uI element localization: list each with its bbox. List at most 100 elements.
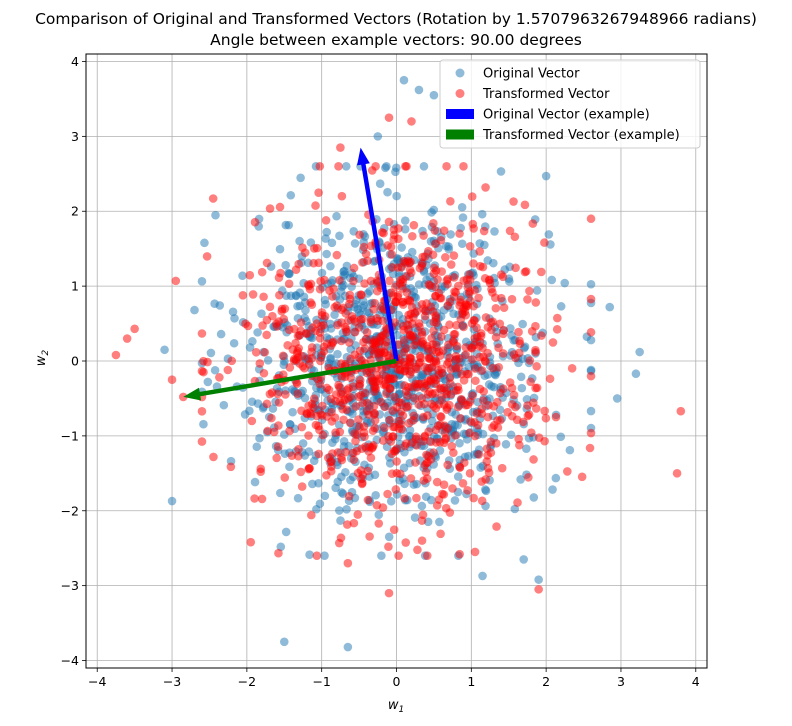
transformed-vector-point bbox=[343, 520, 352, 529]
transformed-vector-point bbox=[586, 294, 596, 304]
transformed-vector-point bbox=[403, 391, 412, 400]
original-vector-point bbox=[475, 239, 485, 248]
original-vector-point bbox=[288, 407, 297, 417]
transformed-vector-point bbox=[434, 421, 443, 431]
original-vector-point bbox=[279, 637, 289, 647]
y-tick-label: 3 bbox=[71, 129, 79, 144]
transformed-vector-point bbox=[529, 455, 538, 464]
original-vector-point bbox=[238, 271, 247, 281]
transformed-vector-point bbox=[497, 463, 507, 473]
transformed-vector-point bbox=[548, 338, 558, 347]
transformed-vector-point bbox=[321, 216, 331, 225]
transformed-vector-point bbox=[431, 291, 440, 301]
transformed-vector-point bbox=[360, 279, 369, 288]
original-vector-point bbox=[215, 301, 225, 310]
transformed-vector-point bbox=[432, 358, 441, 368]
original-vector-point bbox=[435, 517, 444, 527]
transformed-vector-point bbox=[540, 436, 549, 446]
transformed-vector-point bbox=[439, 325, 449, 335]
original-vector-point bbox=[321, 300, 330, 309]
transformed-vector-point bbox=[458, 306, 467, 316]
original-vector-point bbox=[586, 406, 596, 416]
transformed-vector-point bbox=[432, 438, 441, 447]
transformed-vector-point bbox=[275, 202, 285, 212]
transformed-vector-point bbox=[327, 407, 336, 417]
original-vector-point bbox=[284, 269, 294, 279]
transformed-vector-point bbox=[357, 444, 367, 454]
original-vector-point bbox=[377, 551, 386, 560]
legend-box bbox=[439, 59, 701, 149]
transformed-vector-point bbox=[357, 356, 366, 365]
transformed-vector-point bbox=[391, 485, 401, 494]
original-vector-point bbox=[416, 371, 425, 381]
transformed-vector-point bbox=[510, 232, 520, 242]
transformed-vector-point bbox=[355, 379, 365, 389]
transformed-vector-point bbox=[421, 467, 431, 477]
transformed-vector-point bbox=[446, 260, 456, 269]
original-vector-point bbox=[199, 419, 208, 429]
transformed-vector-point bbox=[445, 400, 454, 410]
transformed-vector-point bbox=[528, 219, 538, 228]
transformed-vector-point bbox=[398, 411, 408, 420]
transformed-vector-point bbox=[520, 267, 530, 277]
transformed-vector-point bbox=[307, 510, 316, 520]
transformed-vector-point bbox=[586, 214, 596, 224]
transformed-vector-point bbox=[389, 230, 399, 240]
transformed-vector-point bbox=[297, 482, 307, 491]
transformed-vector-point bbox=[314, 449, 324, 459]
transformed-vector-point bbox=[467, 343, 476, 353]
original-vector-point bbox=[335, 231, 344, 241]
transformed-vector-point bbox=[485, 275, 494, 284]
transformed-vector-point bbox=[317, 311, 327, 320]
transformed-vector-point bbox=[309, 244, 319, 253]
transformed-vector-point bbox=[438, 346, 448, 355]
transformed-vector-point bbox=[111, 350, 121, 360]
transformed-vector-point bbox=[376, 397, 386, 407]
original-vector-point bbox=[160, 345, 169, 355]
transformed-vector-point bbox=[278, 351, 288, 361]
transformed-vector-point bbox=[294, 445, 303, 454]
transformed-vector-point bbox=[245, 270, 255, 280]
transformed-vector-point bbox=[197, 437, 207, 446]
transformed-vector-point bbox=[371, 162, 380, 171]
transformed-vector-point bbox=[317, 411, 327, 420]
transformed-vector-point bbox=[434, 365, 443, 375]
transformed-vector-point bbox=[368, 426, 378, 436]
original-vector-point bbox=[282, 291, 291, 300]
transformed-vector-point bbox=[509, 350, 519, 359]
transformed-vector-point bbox=[503, 407, 512, 417]
transformed-vector-point bbox=[255, 359, 265, 368]
transformed-vector-point bbox=[375, 337, 384, 347]
original-vector-point bbox=[330, 310, 339, 320]
transformed-vector-point bbox=[402, 402, 411, 412]
transformed-vector-point bbox=[525, 286, 534, 296]
original-vector-point bbox=[455, 438, 464, 448]
transformed-vector-point bbox=[345, 418, 355, 428]
transformed-vector-point bbox=[429, 374, 439, 383]
transformed-vector-point bbox=[445, 373, 455, 383]
original-vector-point bbox=[298, 439, 308, 448]
transformed-vector-point bbox=[507, 294, 517, 304]
transformed-vector-point bbox=[429, 269, 439, 278]
transformed-vector-point bbox=[307, 399, 317, 409]
transformed-vector-point bbox=[384, 217, 394, 227]
transformed-vector-point bbox=[241, 319, 250, 329]
transformed-vector-point bbox=[333, 320, 342, 330]
original-vector-point bbox=[286, 190, 296, 200]
transformed-vector-point bbox=[509, 197, 518, 206]
transformed-vector-point bbox=[350, 350, 360, 359]
transformed-vector-point bbox=[392, 457, 401, 466]
transformed-vector-point bbox=[524, 473, 533, 482]
transformed-vector-point bbox=[358, 258, 367, 267]
transformed-vector-point bbox=[477, 366, 487, 375]
original-vector-point bbox=[257, 309, 266, 318]
transformed-vector-point bbox=[676, 406, 686, 416]
transformed-vector-point bbox=[394, 224, 403, 233]
original-vector-point bbox=[635, 347, 644, 357]
x-tick-label: 0 bbox=[393, 674, 401, 689]
original-vector-point bbox=[458, 213, 468, 222]
transformed-vector-point bbox=[496, 415, 505, 425]
original-vector-point bbox=[400, 216, 410, 225]
transformed-vector-point bbox=[332, 250, 342, 260]
